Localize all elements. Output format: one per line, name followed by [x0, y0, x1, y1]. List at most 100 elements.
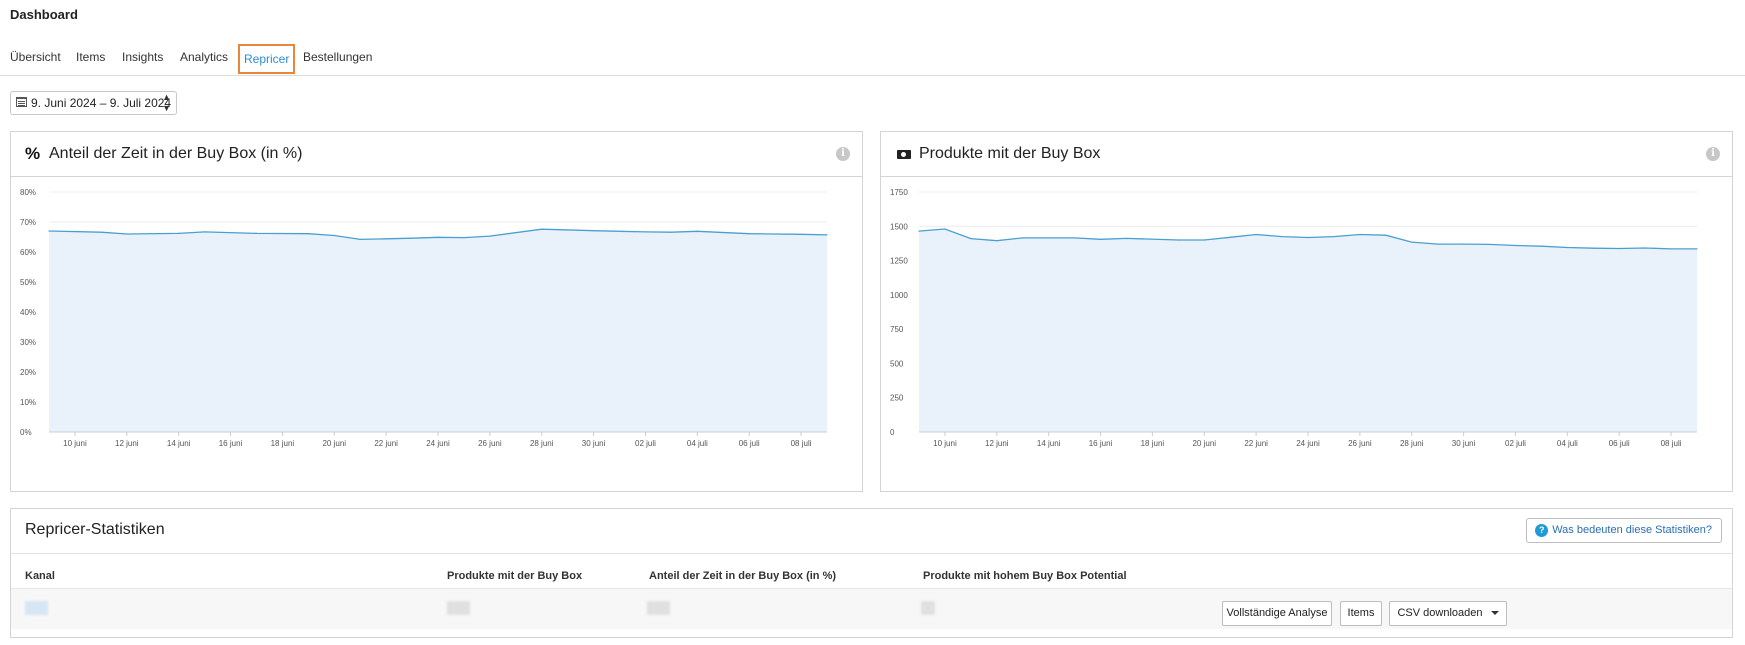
- x-tick-label: 28 juni: [530, 439, 554, 448]
- caret-down-icon: [1490, 611, 1499, 616]
- x-tick-label: 14 juni: [1037, 439, 1061, 448]
- x-tick-label: 24 juni: [1296, 439, 1320, 448]
- stats-help-button[interactable]: ? Was bedeuten diese Statistiken?: [1526, 518, 1722, 543]
- series-area: [49, 229, 827, 432]
- buy-box-products-chart: 0 250 500 750 1000 1250 1500 1750 10 juni 12 juni…: [890, 188, 1698, 448]
- data-point: [748, 233, 750, 235]
- data-point: [100, 231, 102, 233]
- x-tick-label: 20 juni: [322, 439, 346, 448]
- data-point: [944, 228, 946, 230]
- redacted-value: [447, 601, 470, 615]
- x-tick-label: 16 juni: [1089, 439, 1113, 448]
- items-button[interactable]: Items: [1340, 601, 1382, 626]
- data-point: [970, 238, 972, 240]
- data-point: [1359, 233, 1361, 236]
- y-tick-label: 250: [890, 394, 904, 403]
- x-tick-label: 16 juni: [219, 439, 243, 448]
- buy-box-products-panel: Produkte mit der Buy Box i 0 250 500 750 100…: [880, 131, 1733, 492]
- data-point: [1333, 235, 1335, 238]
- x-tick-label: 02 juli: [635, 439, 656, 448]
- data-point: [800, 233, 802, 235]
- full-analysis-button[interactable]: Vollständige Analyse: [1222, 601, 1332, 626]
- csv-download-button[interactable]: CSV downloaden: [1389, 601, 1507, 626]
- data-point: [1385, 234, 1387, 236]
- x-tick-label: 12 juni: [985, 439, 1009, 448]
- data-point: [255, 232, 258, 234]
- data-point: [996, 240, 998, 242]
- data-point: [541, 228, 543, 230]
- buy-box-time-panel: % Anteil der Zeit in der Buy Box (in %) …: [10, 131, 863, 492]
- data-point: [1488, 243, 1491, 245]
- data-point: [1566, 246, 1568, 249]
- panel-title: Anteil der Zeit in der Buy Box (in %): [49, 145, 303, 162]
- redacted-channel: [25, 601, 48, 615]
- x-tick-label: 08 juli: [1661, 439, 1682, 448]
- column-header-potential: Produkte mit hohem Buy Box Potential: [923, 570, 1127, 582]
- tab-analytics[interactable]: Analytics: [180, 50, 229, 64]
- column-header-time-share: Anteil der Zeit in der Buy Box (in %): [649, 570, 837, 582]
- y-tick-label: 40%: [20, 308, 36, 317]
- data-point: [333, 234, 335, 237]
- data-point: [826, 234, 828, 236]
- date-range-picker[interactable]: 9. Juni 2024 – 9. Juli 2024 ▲ ▼: [10, 91, 177, 115]
- sort-caret-icon: ▲ ▼: [162, 92, 171, 113]
- data-point: [1307, 236, 1309, 239]
- data-point: [918, 230, 920, 232]
- column-header-products: Produkte mit der Buy Box: [447, 570, 583, 582]
- y-tick-label: 30%: [20, 338, 36, 347]
- data-point: [1644, 247, 1646, 249]
- data-point: [1618, 247, 1620, 250]
- data-point: [1696, 248, 1698, 250]
- tab-bestellungen[interactable]: Bestellungen: [303, 50, 373, 64]
- x-tick-label: 04 juli: [687, 439, 708, 448]
- stats-help-label: Was bedeuten diese Statistiken?: [1552, 524, 1712, 536]
- panel-header: Produkte mit der Buy Box i: [881, 132, 1732, 177]
- csv-download-label: CSV downloaden: [1397, 607, 1483, 619]
- data-point: [670, 231, 673, 233]
- redacted-value: [921, 601, 935, 615]
- tab-items[interactable]: Items: [76, 50, 106, 64]
- data-point: [644, 231, 647, 233]
- tab-uebersicht[interactable]: Übersicht: [10, 50, 61, 64]
- data-point: [1281, 235, 1283, 238]
- x-tick-label: 08 juli: [791, 439, 812, 448]
- y-tick-label: 750: [890, 325, 904, 334]
- info-icon[interactable]: i: [836, 147, 850, 161]
- data-point: [1255, 233, 1257, 236]
- panel-title: Produkte mit der Buy Box: [919, 145, 1101, 162]
- tab-bar: Übersicht Items Insights Analytics Repri…: [0, 44, 1745, 74]
- data-point: [204, 231, 206, 233]
- data-point: [1125, 237, 1128, 239]
- date-range-label: 9. Juni 2024 – 9. Juli 2024: [31, 96, 172, 110]
- y-tick-label: 1500: [890, 222, 908, 231]
- data-point: [126, 233, 128, 235]
- data-point: [1670, 248, 1672, 250]
- y-tick-label: 500: [890, 359, 904, 368]
- x-tick-label: 22 juni: [374, 439, 398, 448]
- y-tick-label: 0: [890, 428, 895, 437]
- repricer-stats-panel: Repricer-Statistiken ? Was bedeuten dies…: [10, 508, 1733, 638]
- data-point: [1411, 241, 1413, 243]
- data-point: [1074, 237, 1076, 239]
- money-bill-icon: [897, 150, 911, 159]
- data-point: [48, 230, 50, 232]
- data-point: [463, 237, 465, 239]
- data-point: [1514, 244, 1517, 247]
- data-point: [178, 232, 180, 234]
- data-point: [1177, 239, 1179, 241]
- tab-insights[interactable]: Insights: [122, 50, 164, 64]
- x-tick-label: 14 juni: [167, 439, 191, 448]
- redacted-value: [647, 601, 670, 615]
- column-header-kanal: Kanal: [25, 570, 55, 582]
- y-tick-label: 60%: [20, 248, 36, 257]
- page-title: Dashboard: [10, 7, 78, 22]
- x-tick-label: 10 juni: [933, 439, 957, 448]
- tab-repricer[interactable]: Repricer: [238, 44, 296, 74]
- y-tick-label: 10%: [20, 398, 36, 407]
- data-point: [1592, 247, 1594, 249]
- stats-divider: [11, 553, 1732, 554]
- info-icon[interactable]: i: [1706, 147, 1720, 161]
- x-tick-label: 06 juli: [1609, 439, 1630, 448]
- x-tick-label: 18 juni: [1141, 439, 1165, 448]
- data-point: [1540, 245, 1542, 247]
